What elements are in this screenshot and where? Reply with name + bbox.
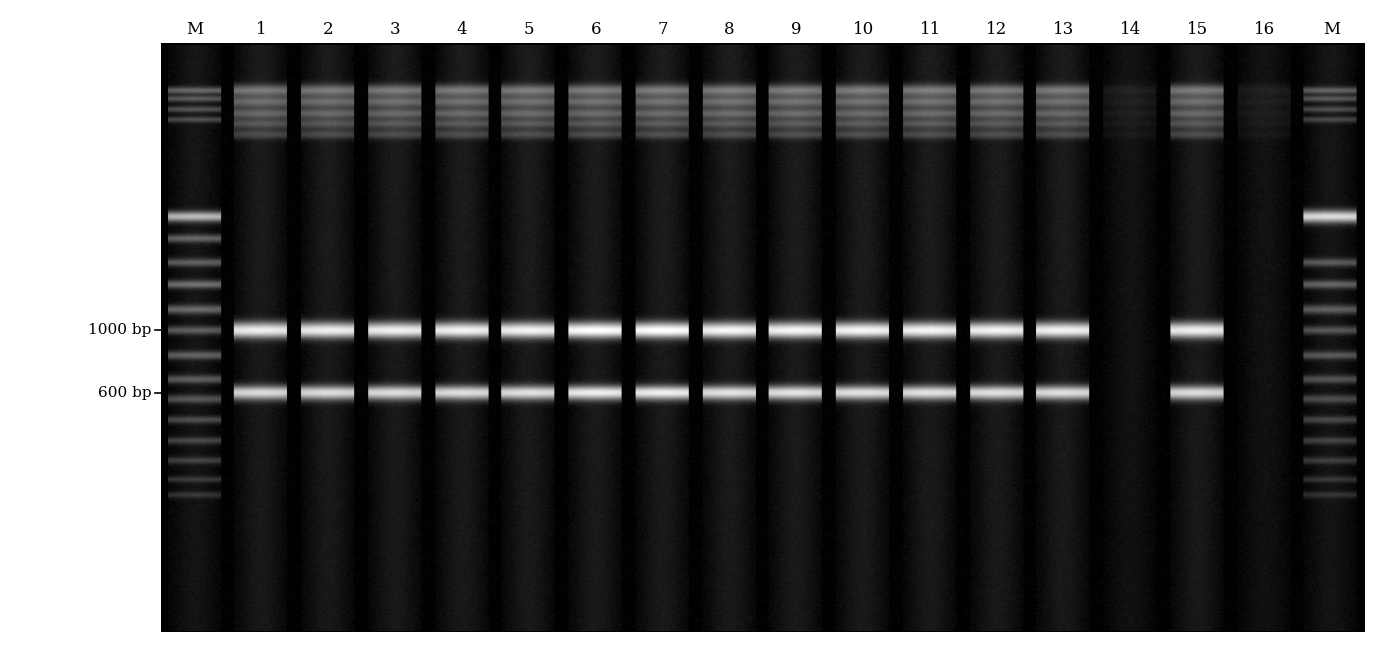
Text: 15: 15 — [1187, 21, 1208, 38]
Text: 9: 9 — [791, 21, 802, 38]
Text: 11: 11 — [920, 21, 941, 38]
Text: 6: 6 — [591, 21, 601, 38]
Text: 12: 12 — [987, 21, 1008, 38]
Text: 10: 10 — [853, 21, 874, 38]
Text: M: M — [1323, 21, 1340, 38]
Text: 7: 7 — [658, 21, 668, 38]
Text: 8: 8 — [724, 21, 735, 38]
Text: 3: 3 — [391, 21, 400, 38]
Text: 5: 5 — [524, 21, 535, 38]
Text: 1: 1 — [256, 21, 267, 38]
Text: 13: 13 — [1053, 21, 1074, 38]
Text: 2: 2 — [323, 21, 333, 38]
Text: M: M — [186, 21, 203, 38]
Text: 1000 bp: 1000 bp — [88, 323, 151, 337]
Text: 4: 4 — [456, 21, 468, 38]
Text: 600 bp: 600 bp — [98, 385, 151, 399]
Text: 14: 14 — [1120, 21, 1141, 38]
Text: 16: 16 — [1254, 21, 1275, 38]
